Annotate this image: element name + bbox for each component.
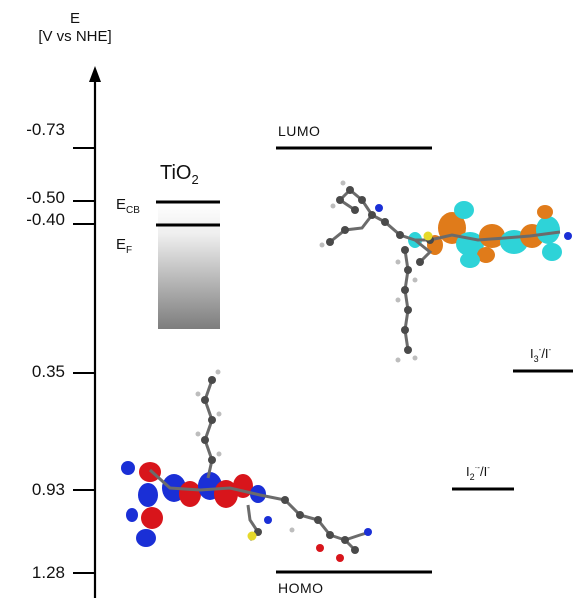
tick-label: 1.28 <box>31 563 65 582</box>
redox-i2-sub: 2 <box>469 472 475 482</box>
redox-i3-main: I <box>530 346 534 361</box>
redox-i3-sub: 3 <box>533 354 539 364</box>
axis-arrowhead <box>89 66 101 82</box>
redox-i3-sup: - <box>538 345 542 354</box>
ecb-label-main: E <box>116 196 127 213</box>
redox-i3-slash: /I <box>541 346 549 361</box>
ef-label: EF <box>116 236 132 256</box>
ef-label-main: E <box>116 236 127 253</box>
ecb-label-sub: CB <box>126 205 140 216</box>
tio2-band <box>158 202 220 329</box>
homo-orbital-lobes <box>121 461 266 547</box>
axis-title: E [V vs NHE] <box>30 10 120 46</box>
tick-label: -0.40 <box>26 210 65 229</box>
redox-i2-sup: ·- <box>474 463 480 472</box>
tick-label: 0.93 <box>31 480 65 499</box>
lumo-molecule <box>319 180 572 363</box>
axis-title-line2: [V vs NHE] <box>38 28 112 45</box>
redox-i2-main: I <box>466 464 470 479</box>
tio2-label-main: TiO <box>160 162 192 184</box>
ef-label-sub: F <box>126 245 133 256</box>
redox-i2-label: I2·-/I- <box>466 463 490 482</box>
lumo-orbital-lobes <box>408 201 562 268</box>
redox-i2-sup2: - <box>487 463 490 472</box>
tio2-label: TiO2 <box>160 162 199 187</box>
redox-i3-sup2: - <box>548 345 552 354</box>
redox-i2-slash: /I <box>479 464 488 479</box>
homo-label: HOMO <box>278 580 324 596</box>
lumo-label: LUMO <box>278 123 321 139</box>
redox-i3-label: I3-/I- <box>530 345 551 364</box>
tio2-label-sub: 2 <box>191 172 199 187</box>
tick-label: -0.50 <box>26 188 65 207</box>
tick-label: -0.73 <box>26 120 65 139</box>
homo-molecule <box>121 369 372 562</box>
tick-label: 0.35 <box>31 362 65 381</box>
ecb-label: ECB <box>116 196 140 216</box>
axis-title-line1: E <box>69 10 80 27</box>
